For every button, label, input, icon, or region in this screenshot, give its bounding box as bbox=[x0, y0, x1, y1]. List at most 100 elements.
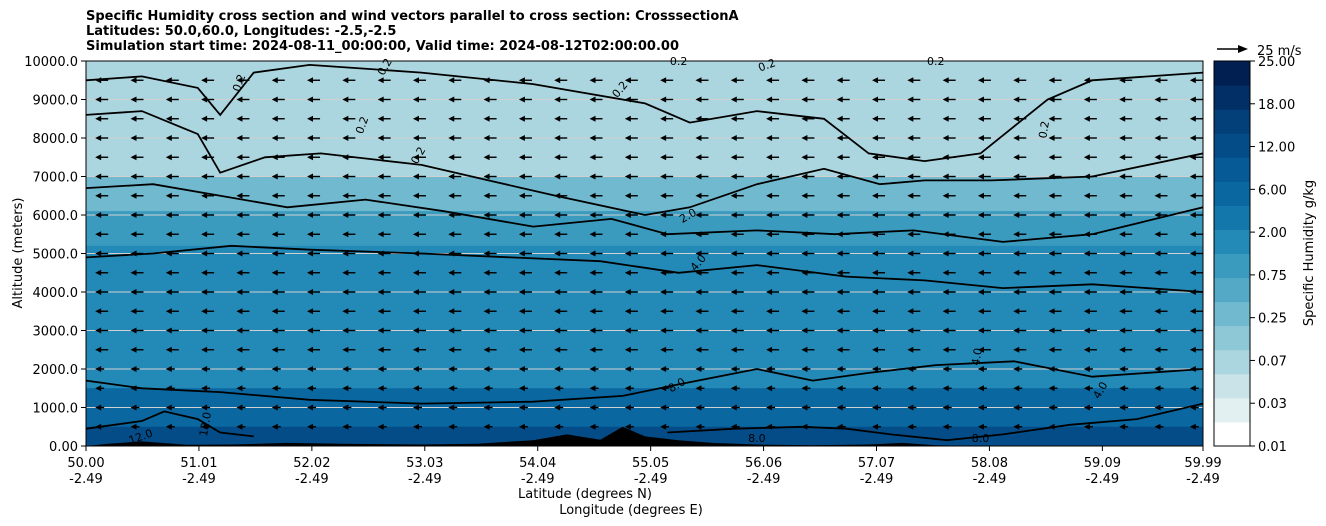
wind-vector-head bbox=[624, 250, 631, 257]
wind-vector-head bbox=[412, 96, 419, 103]
wind-vector-head bbox=[1013, 212, 1020, 218]
wind-vector-head bbox=[1013, 385, 1020, 392]
wind-vector-head bbox=[1189, 327, 1196, 334]
wind-vector-head bbox=[554, 327, 561, 334]
wind-vector-head bbox=[1048, 154, 1055, 161]
wind-vector-head bbox=[730, 77, 737, 84]
wind-vector-head bbox=[554, 423, 561, 430]
wind-vector-head bbox=[836, 115, 843, 122]
wind-vector-head bbox=[907, 423, 914, 430]
colorbar-band bbox=[1214, 85, 1250, 110]
wind-vector-head bbox=[766, 154, 773, 161]
wind-vector-head bbox=[766, 212, 773, 218]
wind-vector-head bbox=[660, 385, 667, 392]
wind-vector-head bbox=[412, 77, 419, 84]
wind-vector-head bbox=[1013, 269, 1020, 276]
wind-vector-head bbox=[554, 366, 561, 372]
wind-vector-head bbox=[554, 135, 561, 141]
wind-vector-head bbox=[624, 308, 631, 315]
wind-vector-head bbox=[1048, 115, 1055, 122]
wind-vector-head bbox=[483, 192, 490, 199]
wind-vector-head bbox=[801, 404, 808, 411]
wind-vector-head bbox=[801, 385, 808, 392]
colorbar-tick-label: 0.25 bbox=[1258, 312, 1287, 327]
wind-vector-head bbox=[342, 327, 349, 334]
wind-vector-head bbox=[448, 404, 455, 411]
wind-vector-head bbox=[448, 289, 455, 295]
wind-vector-head bbox=[801, 154, 808, 161]
wind-vector-head bbox=[1013, 308, 1020, 315]
wind-vector-head bbox=[236, 212, 243, 218]
wind-vector-head bbox=[412, 192, 419, 199]
wind-vector-head bbox=[1119, 135, 1126, 141]
wind-vector-head bbox=[872, 115, 879, 122]
wind-vector-head bbox=[1189, 115, 1196, 122]
wind-vector-head bbox=[448, 115, 455, 122]
wind-vector-head bbox=[377, 77, 384, 84]
wind-vector-head bbox=[836, 192, 843, 199]
wind-vector-head bbox=[271, 346, 278, 353]
wind-vector-head bbox=[95, 96, 102, 103]
wind-vector-head bbox=[836, 404, 843, 411]
wind-vector-head bbox=[271, 308, 278, 315]
wind-vector-head bbox=[1154, 115, 1161, 122]
wind-vector-head bbox=[377, 366, 384, 372]
wind-vector-head bbox=[1048, 423, 1055, 430]
wind-vector-head bbox=[977, 231, 984, 238]
wind-vector-head bbox=[766, 289, 773, 295]
wind-vector-head bbox=[730, 308, 737, 315]
wind-vector-head bbox=[271, 135, 278, 141]
wind-vector-head bbox=[518, 308, 525, 315]
y-tick-label: 4000.0 bbox=[33, 286, 79, 301]
wind-vector-head bbox=[695, 289, 702, 295]
wind-vector-head bbox=[977, 96, 984, 103]
wind-vector-head bbox=[695, 96, 702, 103]
wind-vector-head bbox=[624, 96, 631, 103]
wind-vector-head bbox=[1154, 327, 1161, 334]
wind-vector-head bbox=[872, 173, 879, 180]
wind-vector-head bbox=[1013, 423, 1020, 430]
wind-vector-head bbox=[801, 77, 808, 84]
wind-vector-head bbox=[907, 173, 914, 180]
wind-vector-head bbox=[766, 308, 773, 315]
wind-vector-head bbox=[165, 231, 172, 238]
wind-vector-head bbox=[1189, 423, 1196, 430]
wind-vector-head bbox=[660, 269, 667, 276]
wind-vector-head bbox=[342, 173, 349, 180]
wind-vector-head bbox=[236, 404, 243, 411]
wind-vector-head bbox=[624, 173, 631, 180]
wind-vector-head bbox=[1119, 404, 1126, 411]
wind-vector-head bbox=[1048, 212, 1055, 218]
wind-vector-head bbox=[483, 77, 490, 84]
wind-vector-head bbox=[624, 212, 631, 218]
wind-vector-head bbox=[307, 423, 314, 430]
wind-vector-head bbox=[1189, 269, 1196, 276]
wind-vector-head bbox=[554, 77, 561, 84]
wind-vector-head bbox=[518, 135, 525, 141]
wind-vector-head bbox=[695, 173, 702, 180]
y-tick-label: 0.00 bbox=[49, 440, 78, 455]
wind-vector-head bbox=[377, 96, 384, 103]
wind-vector-head bbox=[377, 115, 384, 122]
wind-vector-head bbox=[589, 289, 596, 295]
wind-vector-head bbox=[907, 404, 914, 411]
wind-vector-head bbox=[695, 385, 702, 392]
wind-vector-head bbox=[554, 231, 561, 238]
wind-vector-head bbox=[307, 77, 314, 84]
wind-vector-head bbox=[1083, 154, 1090, 161]
contour-line bbox=[86, 244, 1203, 293]
wind-vector-head bbox=[342, 231, 349, 238]
wind-vector-head bbox=[1013, 404, 1020, 411]
x-tick-label-lon: -2.49 bbox=[860, 472, 894, 487]
wind-vector-head bbox=[518, 231, 525, 238]
wind-vector-head bbox=[589, 308, 596, 315]
wind-vector-head bbox=[1119, 366, 1126, 372]
x-tick-label-lon: -2.49 bbox=[973, 472, 1007, 487]
wind-vector-head bbox=[660, 212, 667, 218]
wind-vector-head bbox=[271, 231, 278, 238]
wind-vector-head bbox=[660, 231, 667, 238]
colorbar-tick-label: 0.75 bbox=[1258, 269, 1287, 284]
wind-vector-head bbox=[624, 77, 631, 84]
colorbar-band bbox=[1214, 205, 1250, 230]
wind-vector-head bbox=[1154, 366, 1161, 372]
